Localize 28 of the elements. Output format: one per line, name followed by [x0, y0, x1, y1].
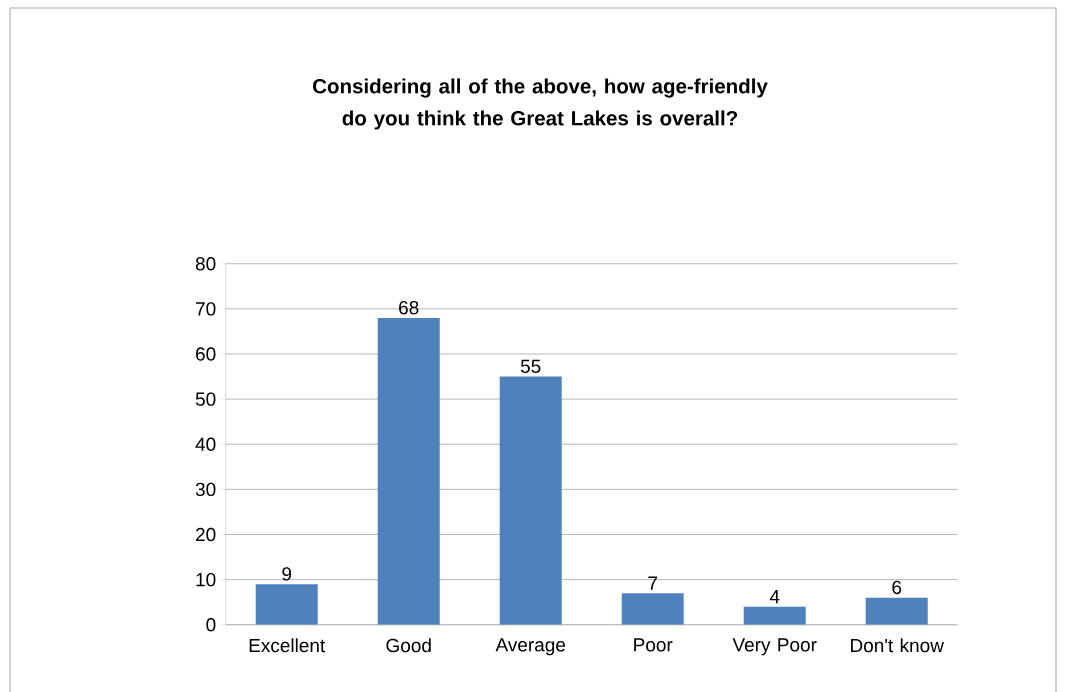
y-tick-label: 40: [195, 437, 216, 451]
data-label: 68: [399, 300, 419, 315]
data-label: 4: [769, 590, 780, 604]
data-label: 6: [892, 580, 902, 595]
y-tick-label: 60: [196, 347, 216, 361]
x-tick-label: Poor: [634, 638, 673, 652]
data-label: 9: [282, 567, 292, 581]
bar: [743, 606, 806, 625]
x-tick-label: Average: [495, 638, 566, 656]
y-tick-label: 0: [206, 618, 216, 632]
bar: [377, 317, 440, 625]
y-tick-label: 50: [195, 392, 216, 406]
data-label: 55: [520, 359, 541, 374]
bar: [621, 593, 684, 625]
bar: [499, 376, 562, 625]
x-tick-label: Don't know: [851, 638, 944, 653]
data-label: 7: [648, 576, 658, 590]
y-tick-label: 70: [196, 302, 216, 316]
bar: [255, 584, 318, 625]
bar: [865, 597, 928, 625]
x-tick-label: Excellent: [249, 638, 326, 653]
y-tick-label: 80: [195, 257, 216, 271]
y-tick-label: 10: [196, 572, 216, 587]
x-tick-label: Very Poor: [732, 638, 817, 656]
x-tick-label: Good: [386, 638, 431, 653]
y-tick-label: 30: [195, 482, 216, 497]
y-tick-label: 20: [196, 527, 216, 542]
chart-title: Considering all of the above, how age-friendly do you think the Great Lakes is overall?: [313, 78, 768, 130]
